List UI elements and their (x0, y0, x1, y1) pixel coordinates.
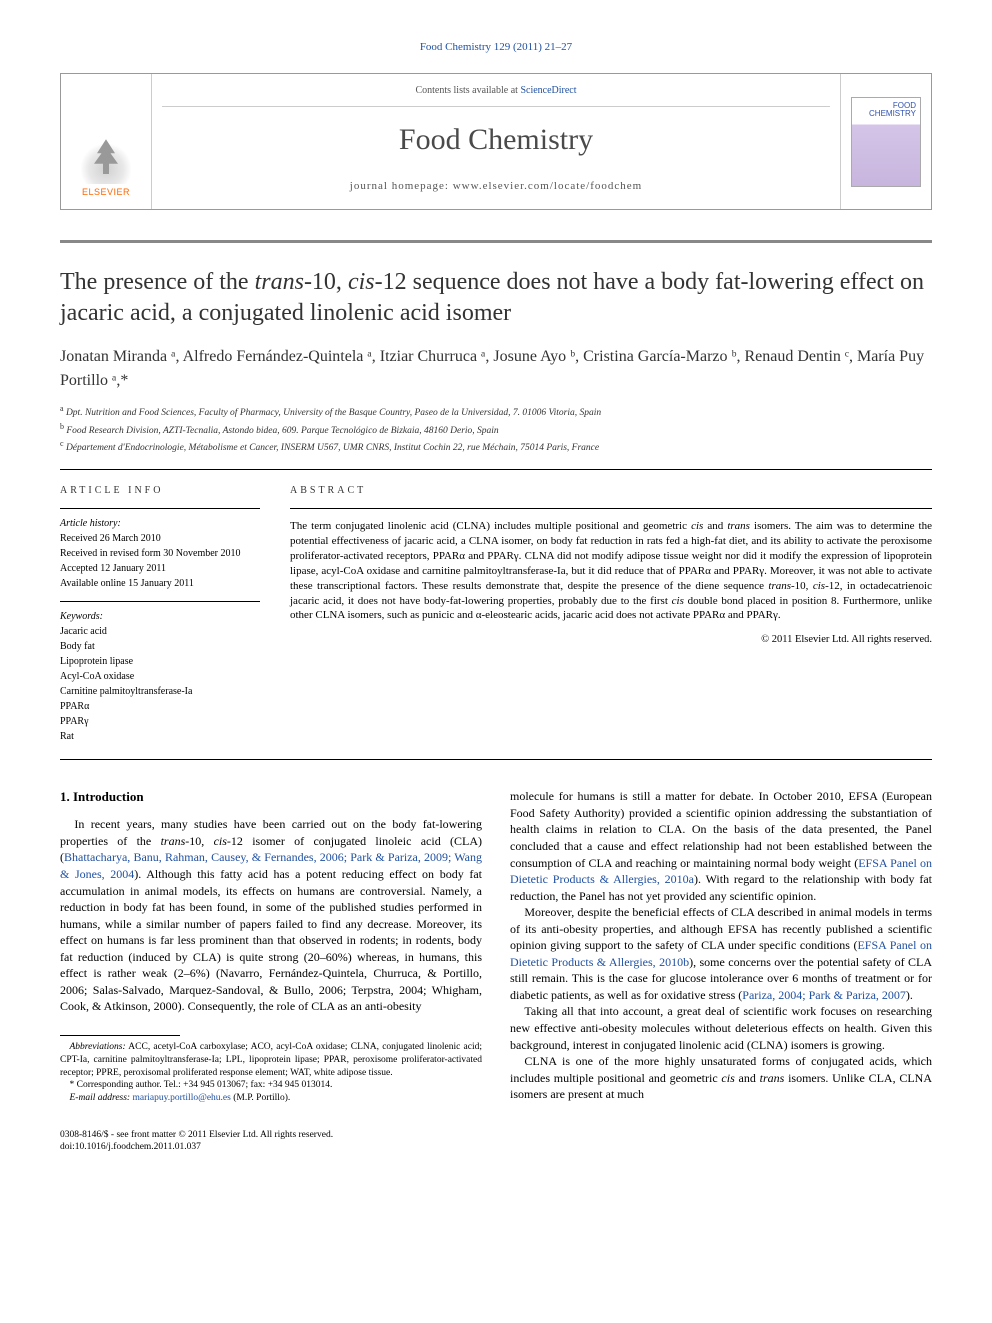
divider (60, 759, 932, 760)
title-italic-cis: cis (348, 269, 375, 295)
cover-title: FOOD CHEMISTRY (869, 102, 916, 118)
cover-title-line2: CHEMISTRY (869, 109, 916, 118)
affiliations: a Dpt. Nutrition and Food Sciences, Facu… (60, 403, 932, 455)
contents-available-line: Contents lists available at ScienceDirec… (162, 84, 830, 107)
body-italic: cis (721, 1071, 734, 1085)
abs-text: and (703, 520, 727, 532)
affil-text: Dpt. Nutrition and Food Sciences, Facult… (66, 408, 601, 418)
affiliation: c Département d'Endocrinologie, Métaboli… (60, 438, 932, 455)
info-divider (60, 508, 260, 509)
footnote-label: E-mail address: (70, 1093, 131, 1103)
abstract-copyright: © 2011 Elsevier Ltd. All rights reserved… (290, 633, 932, 648)
info-divider (60, 601, 260, 602)
body-paragraph: molecule for humans is still a matter fo… (510, 788, 932, 904)
history-line: Available online 15 January 2011 (60, 577, 260, 591)
abstract-block: ABSTRACT The term conjugated linolenic a… (290, 484, 932, 745)
keyword: Carnitine palmitoyltransferase-Ia (60, 685, 260, 699)
title-divider-bar (60, 240, 932, 243)
history-heading: Article history: (60, 517, 260, 531)
keyword: Acyl-CoA oxidase (60, 670, 260, 684)
keyword: Rat (60, 730, 260, 744)
footnote-rule (60, 1035, 180, 1036)
footnote-label: Abbreviations: (70, 1042, 126, 1052)
bottom-metadata: 0308-8146/$ - see front matter © 2011 El… (60, 1129, 932, 1154)
history-line: Received in revised form 30 November 201… (60, 547, 260, 561)
body-text: ). Although this fatty acid has a potent… (60, 867, 482, 1013)
doi-line: doi:10.1016/j.foodchem.2011.01.037 (60, 1141, 932, 1153)
email-link[interactable]: mariapuy.portillo@ehu.es (130, 1093, 231, 1103)
journal-cover-thumbnail: FOOD CHEMISTRY (851, 97, 921, 187)
affiliation: a Dpt. Nutrition and Food Sciences, Facu… (60, 403, 932, 420)
body-italic: trans (161, 834, 186, 848)
affiliation: b Food Research Division, AZTI-Tecnalia,… (60, 421, 932, 438)
body-text: and (735, 1071, 760, 1085)
cover-thumbnail-block: FOOD CHEMISTRY (841, 74, 931, 208)
body-paragraph: Moreover, despite the beneficial effects… (510, 904, 932, 1003)
abs-text: -10, (791, 580, 813, 592)
footnote-text: (M.P. Portillo). (231, 1093, 290, 1103)
abstract-divider (290, 508, 932, 509)
abs-italic: trans (768, 580, 791, 592)
authors-list: Jonatan Miranda ᵃ, Alfredo Fernández-Qui… (60, 345, 932, 393)
body-columns: 1. Introduction In recent years, many st… (60, 788, 932, 1105)
keyword: Body fat (60, 640, 260, 654)
intro-heading: 1. Introduction (60, 788, 482, 806)
affil-sup: c (60, 439, 64, 448)
title-text: -10, (304, 269, 348, 295)
footnote-text: Corresponding author. Tel.: +34 945 0130… (74, 1080, 332, 1090)
abs-italic: cis (691, 520, 703, 532)
divider (60, 469, 932, 470)
body-italic: trans (760, 1071, 785, 1085)
body-italic: cis (214, 834, 227, 848)
history-line: Accepted 12 January 2011 (60, 562, 260, 576)
publisher-label: ELSEVIER (82, 186, 130, 199)
history-line: Received 26 March 2010 (60, 532, 260, 546)
body-text: ). (906, 988, 913, 1002)
body-paragraph: In recent years, many studies have been … (60, 816, 482, 1015)
affil-text: Département d'Endocrinologie, Métabolism… (66, 443, 599, 453)
email-footnote: E-mail address: mariapuy.portillo@ehu.es… (60, 1092, 482, 1105)
affil-sup: b (60, 422, 64, 431)
body-paragraph: Taking all that into account, a great de… (510, 1003, 932, 1053)
abs-italic: cis (813, 580, 825, 592)
corresponding-footnote: * Corresponding author. Tel.: +34 945 01… (60, 1079, 482, 1092)
homepage-line: journal homepage: www.elsevier.com/locat… (162, 179, 830, 194)
footnotes-block: Abbreviations: ACC, acetyl-CoA carboxyla… (60, 1035, 482, 1105)
abstract-heading: ABSTRACT (290, 484, 932, 498)
keyword: Jacaric acid (60, 625, 260, 639)
elsevier-tree-icon (81, 134, 131, 184)
article-meta-row: ARTICLE INFO Article history: Received 2… (60, 484, 932, 745)
contents-prefix: Contents lists available at (415, 85, 520, 96)
abs-italic: cis (672, 595, 684, 607)
affil-sup: a (60, 404, 64, 413)
abs-text: The term conjugated linolenic acid (CLNA… (290, 520, 691, 532)
body-text: -10, (185, 834, 213, 848)
homepage-url[interactable]: www.elsevier.com/locate/foodchem (453, 180, 643, 192)
keyword: PPARγ (60, 715, 260, 729)
citation-link[interactable]: Pariza, 2004; Park & Pariza, 2007 (742, 988, 906, 1002)
keyword: Lipoprotein lipase (60, 655, 260, 669)
article-info-block: ARTICLE INFO Article history: Received 2… (60, 484, 260, 745)
publisher-logo-block: ELSEVIER (61, 74, 151, 208)
homepage-prefix: journal homepage: (350, 180, 453, 192)
header-center: Contents lists available at ScienceDirec… (151, 74, 841, 208)
title-text: The presence of the (60, 269, 255, 295)
body-paragraph: CLNA is one of the more highly unsaturat… (510, 1053, 932, 1103)
keyword: PPARα (60, 700, 260, 714)
affil-text: Food Research Division, AZTI-Tecnalia, A… (66, 426, 498, 436)
abbreviations-footnote: Abbreviations: ACC, acetyl-CoA carboxyla… (60, 1041, 482, 1079)
journal-reference: Food Chemistry 129 (2011) 21–27 (60, 40, 932, 55)
article-title: The presence of the trans-10, cis-12 seq… (60, 267, 932, 329)
abstract-text: The term conjugated linolenic acid (CLNA… (290, 519, 932, 623)
journal-header: ELSEVIER Contents lists available at Sci… (60, 73, 932, 209)
abs-italic: trans (727, 520, 750, 532)
article-info-heading: ARTICLE INFO (60, 484, 260, 498)
keywords-heading: Keywords: (60, 610, 260, 624)
front-matter-line: 0308-8146/$ - see front matter © 2011 El… (60, 1129, 932, 1141)
sciencedirect-link[interactable]: ScienceDirect (520, 85, 576, 96)
title-italic-trans: trans (255, 269, 304, 295)
journal-title: Food Chemistry (162, 119, 830, 161)
